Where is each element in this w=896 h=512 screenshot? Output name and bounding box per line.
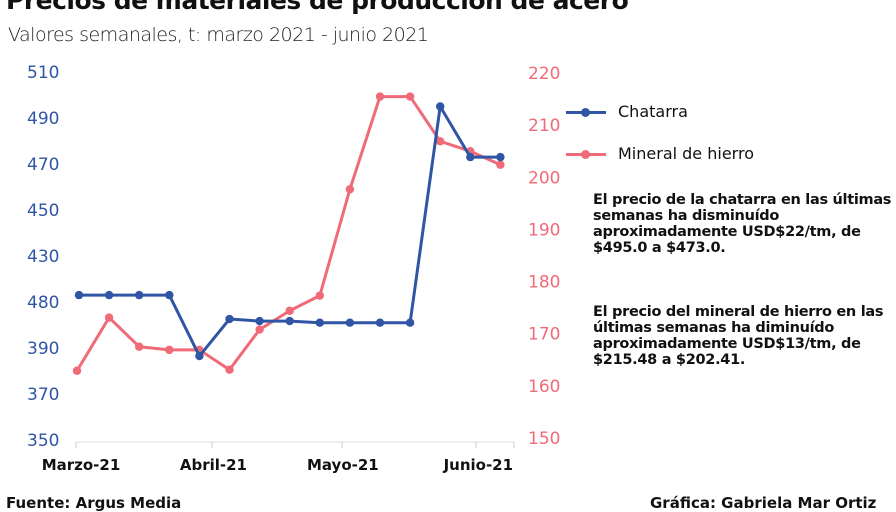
- data-point-chatarra: [74, 290, 84, 300]
- data-point-chatarra: [195, 351, 204, 361]
- data-point-chatarra: [436, 102, 445, 111]
- data-point-chatarra: [165, 290, 174, 300]
- data-point-mineral: [72, 366, 82, 375]
- data-point-chatarra: [135, 290, 144, 300]
- y-right-tick-label: 150: [528, 429, 560, 449]
- y-right-tick-label: 210: [528, 116, 560, 136]
- y-left-tick-label: 350: [27, 431, 59, 451]
- annotation-mineral: El precio del mineral de hierro en las ú…: [593, 304, 884, 368]
- annotation-chatarra: El precio de la chatarra en las últimas …: [593, 192, 892, 256]
- legend-swatch-chatarra: [566, 104, 606, 120]
- data-point-chatarra: [375, 318, 385, 327]
- y-left-tick-label: 490: [27, 109, 59, 129]
- data-point-mineral: [496, 160, 505, 169]
- y-right-tick-label: 200: [528, 168, 560, 188]
- data-point-mineral: [285, 306, 294, 315]
- data-point-chatarra: [315, 318, 324, 327]
- legend-swatch-mineral: [566, 146, 606, 162]
- data-point-mineral: [315, 291, 324, 300]
- x-tick-label: Abril-21: [180, 456, 247, 474]
- data-point-chatarra: [466, 152, 475, 162]
- legend-label: Chatarra: [618, 102, 688, 121]
- x-tick-label: Marzo-21: [42, 456, 121, 474]
- data-point-chatarra: [405, 318, 415, 327]
- data-point-mineral: [135, 342, 144, 351]
- y-left-tick-label: 450: [27, 201, 59, 221]
- chart-title: Precios de materiales de producción de a…: [6, 0, 629, 15]
- y-left-tick-label: 480: [27, 293, 59, 313]
- data-point-chatarra: [496, 152, 505, 162]
- y-right-tick-label: 220: [528, 64, 560, 84]
- data-point-mineral: [345, 185, 355, 194]
- source-footer: Fuente: Argus Media: [6, 494, 182, 512]
- data-point-mineral: [104, 313, 114, 322]
- x-tick-label: Junio-21: [443, 456, 514, 474]
- y-left-tick-label: 390: [27, 339, 59, 359]
- data-point-mineral: [165, 345, 174, 355]
- y-right-tick-label: 160: [528, 377, 560, 397]
- legend-item-mineral: Mineral de hierro: [566, 144, 754, 163]
- legend-label: Mineral de hierro: [618, 144, 754, 163]
- data-point-mineral: [255, 325, 264, 334]
- credit-footer: Gráfica: Gabriela Mar Ortiz: [650, 494, 877, 512]
- data-point-chatarra: [345, 318, 355, 327]
- legend-item-chatarra: Chatarra: [566, 102, 688, 121]
- data-point-mineral: [436, 137, 445, 146]
- y-left-tick-label: 370: [27, 385, 59, 405]
- y-right-tick-label: 180: [528, 273, 560, 293]
- data-point-mineral: [225, 365, 234, 374]
- chart-subtitle: Valores semanales, t: marzo 2021 - junio…: [8, 24, 429, 46]
- y-left-tick-label: 510: [27, 63, 59, 83]
- y-left-tick-label: 430: [27, 247, 59, 267]
- y-left-tick-label: 470: [27, 155, 59, 175]
- data-point-mineral: [405, 92, 415, 101]
- y-right-tick-label: 190: [528, 220, 560, 240]
- data-point-chatarra: [255, 316, 264, 326]
- data-point-mineral: [375, 92, 385, 101]
- data-point-chatarra: [285, 316, 294, 326]
- data-point-chatarra: [104, 290, 114, 300]
- y-right-tick-label: 170: [528, 325, 560, 345]
- x-tick-label: Mayo-21: [307, 456, 379, 474]
- data-point-chatarra: [225, 314, 234, 324]
